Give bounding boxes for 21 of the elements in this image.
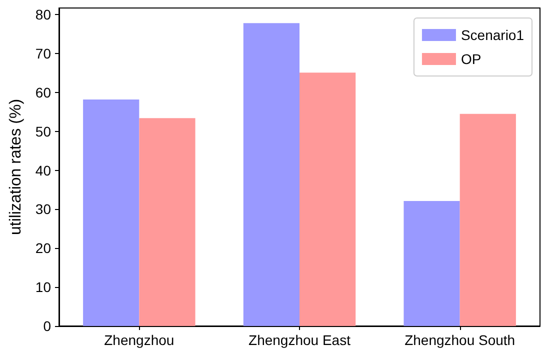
bar — [404, 201, 460, 326]
bar — [300, 72, 356, 326]
y-tick-label: 0 — [43, 318, 52, 334]
y-tick-label: 50 — [35, 123, 52, 140]
x-tick-label: Zhengzhou East — [248, 332, 351, 348]
y-tick-label: 10 — [35, 279, 52, 296]
y-tick-label: 80 — [35, 6, 52, 23]
bar — [83, 99, 140, 326]
y-tick-label: 30 — [35, 201, 52, 218]
bar — [243, 23, 300, 326]
y-tick-label: 40 — [35, 162, 52, 178]
y-axis-title: utilization rates (%) — [8, 98, 24, 236]
bar — [460, 114, 516, 326]
bar — [139, 118, 196, 326]
legend-label: OP — [460, 51, 482, 67]
y-tick-label: 60 — [35, 84, 52, 100]
x-tick-label: Zhengzhou — [104, 332, 174, 348]
y-tick-label: 20 — [35, 240, 52, 256]
legend-label: Scenario1 — [460, 27, 524, 43]
y-tick-label: 70 — [35, 46, 52, 62]
x-tick-label: Zhengzhou South — [404, 332, 516, 348]
